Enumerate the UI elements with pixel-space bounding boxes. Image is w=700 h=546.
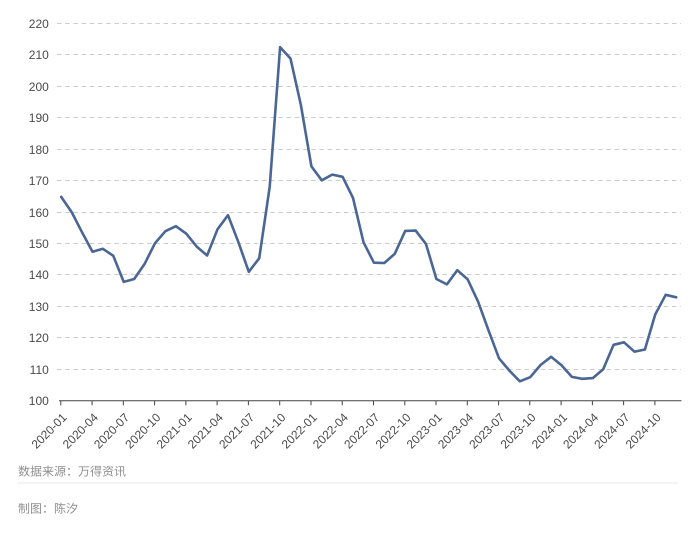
svg-text:2024-10: 2024-10: [623, 410, 664, 451]
svg-text:150: 150: [29, 237, 49, 251]
svg-text:220: 220: [29, 17, 49, 31]
svg-text:110: 110: [30, 363, 49, 377]
svg-text:100: 100: [29, 394, 49, 408]
svg-text:200: 200: [29, 80, 49, 94]
svg-text:160: 160: [29, 206, 49, 220]
svg-text:210: 210: [29, 48, 49, 62]
svg-text:180: 180: [29, 143, 49, 157]
svg-text:190: 190: [29, 111, 49, 125]
svg-text:120: 120: [29, 331, 49, 345]
svg-text:170: 170: [29, 174, 49, 188]
svg-text:140: 140: [29, 268, 49, 282]
svg-text:130: 130: [29, 300, 49, 314]
